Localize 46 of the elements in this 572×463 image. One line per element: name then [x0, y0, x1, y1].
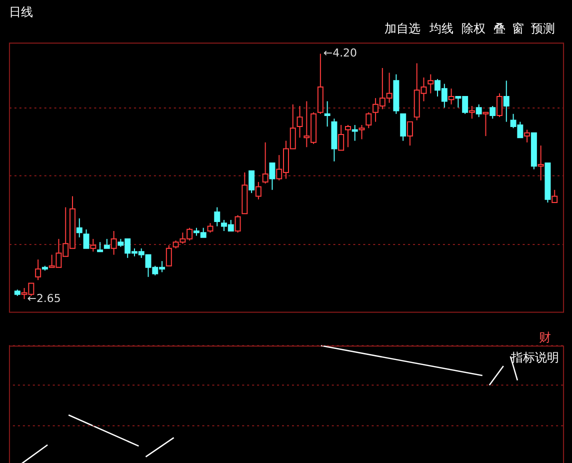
candlestick — [83, 228, 90, 249]
candlestick — [482, 112, 489, 137]
text: 除权 — [461, 22, 486, 36]
candlestick — [255, 181, 262, 200]
candlestick — [524, 129, 530, 143]
candlestick — [338, 124, 344, 151]
annotation: 指标说明 — [510, 350, 560, 365]
text: 预测 — [531, 22, 556, 36]
candlestick — [344, 124, 351, 148]
text: 加自选 — [384, 22, 421, 36]
candlestick — [448, 88, 454, 105]
candlestick — [490, 105, 496, 120]
candlestick — [366, 112, 372, 129]
candlestick — [552, 189, 558, 204]
candlestick — [166, 244, 172, 266]
candlestick — [400, 113, 406, 142]
annotation: ←4.20 — [323, 46, 358, 60]
text: 窗 — [512, 22, 524, 36]
candlestick — [97, 242, 104, 252]
candlestick — [352, 124, 358, 142]
text: 均线 — [428, 22, 454, 36]
candlestick — [358, 124, 365, 140]
candlestick — [76, 218, 82, 238]
candlestick — [538, 145, 544, 181]
candlestick — [248, 170, 255, 194]
candlestick — [104, 238, 110, 249]
candlestick — [296, 105, 303, 138]
candlestick — [428, 74, 434, 94]
candlestick — [503, 80, 510, 122]
annotation: ←2.65 — [27, 292, 61, 306]
candlestick — [468, 105, 475, 120]
text: 叠 — [493, 22, 506, 36]
candlestick — [110, 230, 117, 256]
candlestick — [406, 121, 413, 146]
candlestick — [90, 238, 96, 252]
candlestick — [234, 214, 241, 234]
candlestick — [476, 104, 482, 118]
candlestick — [496, 92, 502, 118]
candlestick — [35, 259, 42, 281]
candlestick — [269, 162, 276, 190]
candlestick — [262, 142, 268, 184]
candlestick — [214, 206, 220, 227]
candlestick — [207, 222, 214, 234]
text: 财 — [539, 330, 552, 345]
candlestick — [324, 100, 330, 128]
chart-title: 日线 — [8, 4, 33, 19]
